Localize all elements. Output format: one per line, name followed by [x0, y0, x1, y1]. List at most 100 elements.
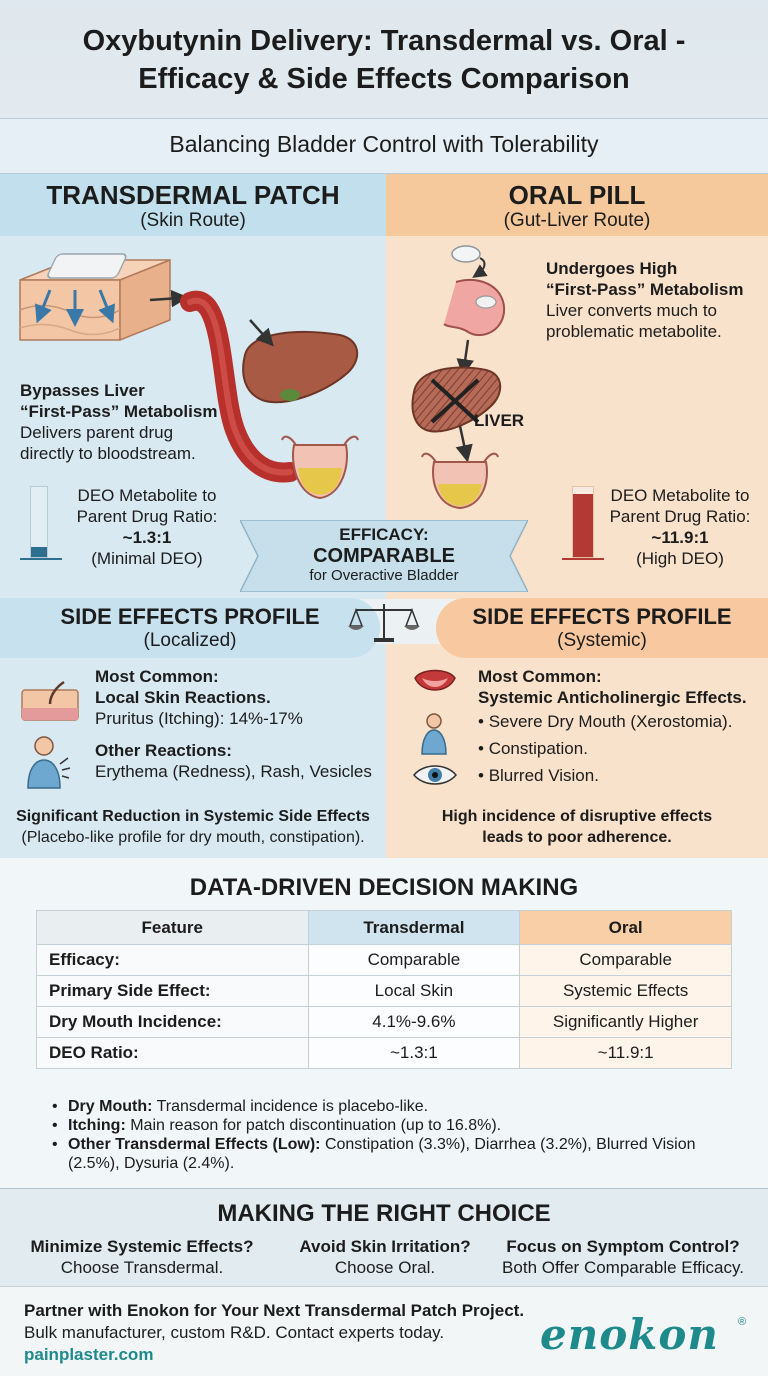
choice-title: MAKING THE RIGHT CHOICE	[217, 1200, 551, 1227]
transdermal-ratio-l1: DEO Metabolite to	[77, 486, 217, 505]
oral-mech-bold2: “First-Pass” Metabolism	[546, 280, 744, 299]
oral-ratio-text: DEO Metabolite to Parent Drug Ratio: ~11…	[604, 485, 756, 569]
liver-label: LIVER	[474, 411, 525, 430]
side-effects-left-sub: (Localized)	[143, 630, 237, 651]
footer-text: Partner with Enokon for Your Next Transd…	[24, 1300, 544, 1366]
right-common-h1: Most Common:	[478, 667, 602, 686]
transdermal-ratio-value: ~1.3:1	[122, 528, 172, 547]
choice-question: Avoid Skin Irritation?	[299, 1237, 471, 1256]
choice-answer: Choose Transdermal.	[60, 1258, 224, 1277]
comparison-table: Feature Transdermal Oral Efficacy: Compa…	[36, 910, 732, 1069]
left-other-block: Other Reactions: Erythema (Redness), Ras…	[95, 740, 380, 782]
left-other-h: Other Reactions:	[95, 741, 232, 760]
oral-subtitle: (Gut-Liver Route)	[503, 210, 651, 231]
transdermal-subtitle: (Skin Route)	[140, 210, 246, 231]
table-cell: Comparable	[307, 944, 521, 976]
table-cell: Significantly Higher	[519, 1006, 732, 1038]
table-cell: 4.1%-9.6%	[307, 1006, 521, 1038]
table-row: Primary Side Effect: Local Skin Systemic…	[36, 975, 732, 1007]
transdermal-ratio-note: (Minimal DEO)	[91, 549, 203, 568]
transdermal-mech-text1: Delivers parent drug	[20, 423, 174, 442]
table-cell: Efficacy:	[36, 944, 309, 976]
title-line-2: Efficacy & Side Effects Comparison	[138, 63, 630, 95]
transdermal-mech-bold2: “First-Pass” Metabolism	[20, 402, 218, 421]
note-text: Transdermal incidence is placebo-like.	[152, 1098, 429, 1115]
pill-icon	[451, 245, 481, 263]
note-item: Itching: Main reason for patch discontin…	[50, 1116, 740, 1135]
bladder-icon	[281, 435, 359, 500]
oral-ratio-gauge	[572, 486, 594, 558]
left-common-block: Most Common: Local Skin Reactions. Pruri…	[95, 666, 380, 729]
efficacy-note: for Overactive Bladder	[309, 567, 459, 584]
choice-question: Minimize Systemic Effects?	[30, 1237, 254, 1256]
subtitle: Balancing Bladder Control with Tolerabil…	[169, 131, 599, 157]
efficacy-ribbon	[240, 520, 528, 592]
table-cell: Comparable	[519, 944, 732, 976]
efficacy-value: COMPARABLE	[313, 545, 455, 567]
transdermal-ratio-gauge	[30, 486, 48, 558]
transdermal-header: TRANSDERMAL PATCH (Skin Route)	[0, 174, 386, 236]
note-item: Other Transdermal Effects (Low): Constip…	[50, 1135, 740, 1173]
dry-mouth-icon	[414, 669, 456, 691]
page-title: Oxybutynin Delivery: Transdermal vs. Ora…	[0, 22, 768, 98]
col-header-transdermal: Transdermal	[307, 910, 521, 945]
oral-ratio-fill	[573, 494, 593, 557]
oral-mech-bold1: Undergoes High	[546, 259, 678, 278]
left-common-text: Pruritus (Itching): 14%-17%	[95, 709, 303, 728]
oral-ratio-note: (High DEO)	[636, 549, 724, 568]
table-header-row: Feature Transdermal Oral	[36, 910, 732, 945]
note-bold: Dry Mouth:	[68, 1098, 153, 1115]
right-effect-item: Severe Dry Mouth (Xerostomia).	[478, 708, 763, 735]
oral-illustration	[411, 245, 506, 510]
liver-icon	[242, 330, 359, 404]
side-effects-left-header: SIDE EFFECTS PROFILE (Localized)	[0, 598, 380, 658]
transdermal-ratio-fill	[31, 546, 47, 557]
right-common-block: Most Common: Systemic Anticholinergic Ef…	[478, 666, 763, 708]
data-section-title: DATA-DRIVEN DECISION MAKING	[189, 874, 579, 901]
left-other-text: Erythema (Redness), Rash, Vesicles	[95, 762, 372, 781]
oral-ratio-l2: Parent Drug Ratio:	[609, 507, 751, 526]
right-effects-list: Severe Dry Mouth (Xerostomia). Constipat…	[478, 708, 763, 789]
oral-ratio-value: ~11.9:1	[651, 528, 709, 547]
blurred-vision-eye-icon	[413, 765, 457, 785]
note-item: Dry Mouth: Transdermal incidence is plac…	[50, 1097, 740, 1116]
choice-item: Avoid Skin Irritation? Choose Oral.	[270, 1236, 500, 1278]
note-bold: Itching:	[68, 1117, 126, 1134]
oral-mechanism: Undergoes High “First-Pass” Metabolism L…	[546, 258, 761, 342]
choice-answer: Choose Oral.	[334, 1258, 436, 1277]
transdermal-mech-bold1: Bypasses Liver	[20, 381, 145, 400]
choice-answer: Both Offer Comparable Efficacy.	[502, 1258, 744, 1277]
title-line-1: Oxybutynin Delivery: Transdermal vs. Ora…	[82, 25, 686, 57]
footer	[0, 1286, 768, 1376]
side-effects-right-header: SIDE EFFECTS PROFILE (Systemic)	[436, 598, 768, 658]
subtitle-band	[0, 118, 768, 174]
table-cell: ~1.3:1	[307, 1037, 521, 1069]
oral-header: ORAL PILL (Gut-Liver Route)	[386, 174, 768, 236]
enokon-logo: enokon	[540, 1310, 719, 1359]
footer-line-1: Partner with Enokon for Your Next Transd…	[24, 1301, 525, 1320]
table-cell: DEO Ratio:	[36, 1037, 309, 1069]
right-summary-2: leads to poor adherence.	[482, 829, 672, 846]
table-row: Dry Mouth Incidence: 4.1%-9.6% Significa…	[36, 1006, 732, 1038]
table-cell: ~11.9:1	[519, 1037, 732, 1069]
oral-mech-text1: Liver converts much to	[546, 301, 718, 320]
footer-link[interactable]: painplaster.com	[24, 1345, 154, 1364]
table-cell: Local Skin	[307, 975, 521, 1007]
side-effects-right-sub: (Systemic)	[557, 630, 647, 651]
transdermal-mech-text2: directly to bloodstream.	[20, 444, 196, 463]
table-row: Efficacy: Comparable Comparable	[36, 944, 732, 976]
transdermal-illustration	[19, 253, 359, 500]
note-bold: Other Transdermal Effects (Low):	[68, 1136, 321, 1153]
balance-scale-icon	[348, 604, 420, 642]
footer-line-2: Bulk manufacturer, custom R&D. Contact e…	[24, 1323, 445, 1342]
right-effect-item: Blurred Vision.	[478, 762, 763, 789]
left-common-h1: Most Common:	[95, 667, 219, 686]
left-summary-text: (Placebo-like profile for dry mouth, con…	[21, 829, 365, 846]
scratching-person-icon	[27, 736, 71, 789]
efficacy-label: EFFICACY:	[339, 525, 429, 544]
right-common-h2: Systemic Anticholinergic Effects.	[478, 688, 747, 707]
choice-item: Minimize Systemic Effects? Choose Transd…	[20, 1236, 264, 1278]
note-text: Main reason for patch discontinuation (u…	[125, 1117, 502, 1134]
choice-section	[0, 1188, 768, 1286]
transdermal-mechanism: Bypasses Liver “First-Pass” Metabolism D…	[20, 380, 230, 464]
